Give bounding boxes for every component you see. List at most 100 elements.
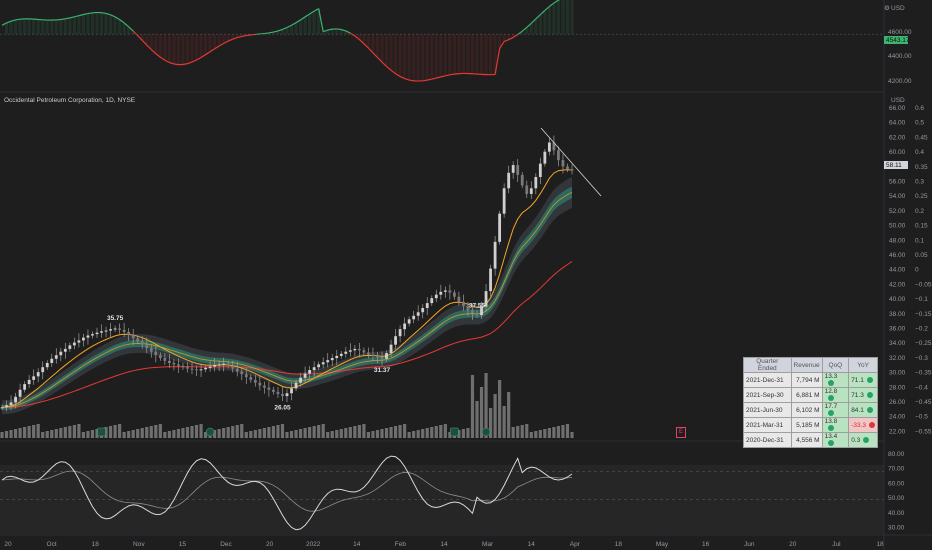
volume-bar (27, 426, 31, 438)
yoy-cell: 71.1 (848, 372, 878, 388)
volume-bar (348, 427, 352, 438)
volume-bar (430, 427, 434, 438)
volume-bar (371, 431, 375, 438)
candle (145, 337, 149, 354)
time-axis[interactable]: 20 Oct 18 Nov 15 Dec 20 2022 14 Feb 14 Mar 14 Apr 18 Ma… (4, 541, 884, 548)
volume-bar (516, 426, 520, 438)
index-line-segment (110, 14, 116, 18)
index-line-segment (141, 39, 148, 46)
price-tick-label: 26.00 (889, 399, 906, 406)
candle-body (421, 308, 425, 313)
index-line-segment (232, 37, 238, 40)
candle (339, 351, 343, 359)
time-axis-label: Dec (220, 541, 232, 548)
volume-bar (253, 430, 257, 438)
candle (113, 325, 117, 332)
index-line-segment (277, 28, 283, 32)
qoq-value: 17.7 (824, 403, 838, 410)
candle-body (457, 296, 461, 302)
candle-body (258, 382, 262, 386)
volume-bar (231, 426, 235, 438)
secondary-tick-label: −0.55 (915, 428, 932, 435)
candle-body (439, 291, 443, 295)
candle-body (72, 342, 76, 346)
candle-body (195, 369, 198, 371)
time-axis-label: Feb (395, 541, 407, 548)
candle-body (367, 352, 370, 355)
price-tick-label: 62.00 (889, 134, 906, 141)
volume-bar (439, 425, 443, 438)
candle (462, 294, 465, 311)
table-row: 2020-Dec-31 4,556 M 13.4 0.3 (743, 432, 878, 448)
index-line-segment (1, 22, 7, 26)
volume-bar (308, 427, 312, 438)
candle-body (511, 165, 515, 173)
candle-body (240, 371, 244, 375)
earnings-marker[interactable]: E (676, 427, 686, 438)
top-price-label: 4200.00 (888, 78, 912, 85)
candle (23, 381, 27, 393)
top-gear-icon[interactable]: ⚙ (884, 4, 890, 12)
volume-bar (511, 427, 515, 438)
event-markers[interactable] (97, 427, 491, 437)
candle-body (186, 367, 189, 369)
candle-body (272, 389, 275, 392)
status-dot-icon (827, 410, 834, 417)
price-tick-label: 54.00 (889, 193, 906, 200)
candle (272, 386, 275, 395)
index-line-segment (354, 35, 360, 41)
status-dot-icon (827, 380, 834, 387)
price-callout: 26.05 (274, 404, 291, 411)
trendline[interactable] (540, 127, 602, 197)
index-line-segment (309, 10, 315, 15)
candle (480, 301, 483, 319)
index-line-segment (499, 41, 505, 49)
candle-body (244, 374, 248, 378)
yoy-value: -33.3 (851, 421, 867, 429)
top-price-label: 4600.00 (888, 29, 912, 36)
index-line-segment (200, 54, 206, 59)
candle (222, 357, 226, 372)
status-dot-icon (827, 395, 834, 402)
volume-bar (570, 432, 574, 438)
candle-body (41, 367, 45, 373)
top-currency-label: USD (891, 5, 905, 12)
volume-bar (475, 401, 479, 438)
secondary-tick-label: 0.3 (915, 179, 924, 186)
volume-bar (203, 432, 208, 438)
volume-bar (77, 424, 81, 438)
volume-bar (380, 429, 384, 438)
index-line-segment (427, 78, 432, 81)
index-line-segment (313, 8, 319, 12)
candle (109, 323, 112, 338)
index-line-segment (209, 48, 215, 53)
volume-bar (330, 431, 334, 438)
candle-body (54, 355, 58, 359)
volume-bar (158, 424, 162, 438)
index-line-segment (358, 39, 365, 45)
index-line-segment (295, 19, 301, 24)
volume-bar (63, 427, 67, 438)
volume-bars (0, 373, 574, 438)
volume-bar (362, 424, 366, 438)
secondary-tick-label: 0 (915, 267, 919, 274)
candle-body (303, 373, 307, 378)
index-line-segment (508, 36, 514, 41)
index-line-segment (227, 38, 233, 42)
index-line-segment (78, 13, 84, 17)
volume-bar (32, 425, 36, 438)
status-dot-icon (866, 391, 873, 398)
volume-bar (389, 427, 393, 438)
rsi-pane (0, 455, 884, 531)
secondary-tick-label: 0.1 (915, 237, 924, 244)
candle-body (285, 393, 289, 397)
candle (520, 172, 524, 189)
candle (326, 353, 330, 368)
candle (385, 350, 388, 362)
volume-bar (190, 426, 194, 438)
index-line-segment (399, 75, 405, 80)
volume-bar (262, 428, 266, 438)
volume-bar (507, 392, 511, 438)
candle-body (339, 353, 343, 356)
